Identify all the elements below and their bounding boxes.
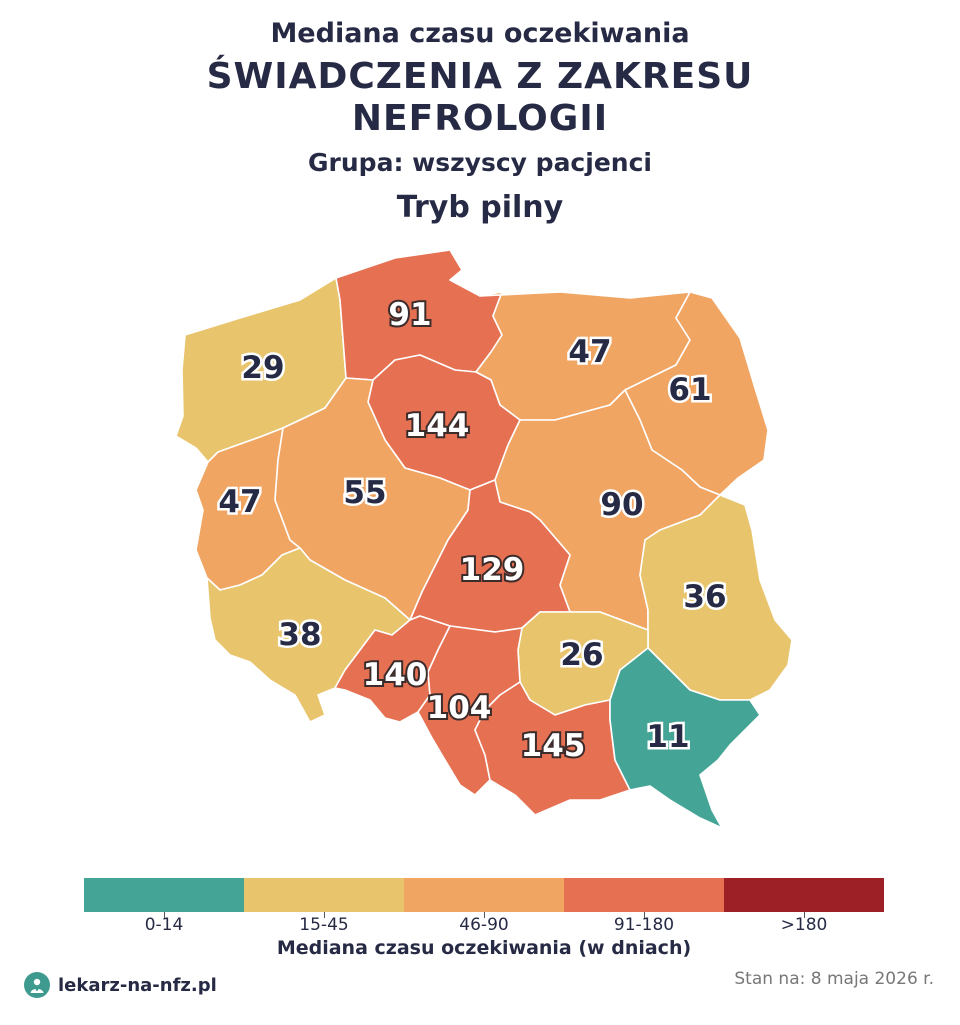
region-podkarpackie xyxy=(609,647,761,829)
legend-label-3: 91-180 xyxy=(613,915,675,935)
value-label-podkarpackie: 11 xyxy=(646,719,689,755)
value-label-podlaskie: 61 xyxy=(668,372,711,408)
group-subtitle: Grupa: wszyscy pacjenci xyxy=(308,148,652,177)
legend-swatch-3 xyxy=(564,878,724,912)
value-label-wielkopolskie: 55 xyxy=(343,475,386,511)
legend-ticks xyxy=(84,912,884,920)
title-main: ŚWIADCZENIA Z ZAKRESU NEFROLOGII xyxy=(0,56,960,140)
value-label-warminsko-mazurskie: 47 xyxy=(568,334,611,370)
brand[interactable]: lekarz-na-nfz.pl xyxy=(24,972,217,998)
legend-tick xyxy=(484,912,485,918)
value-label-dolnoslaskie: 38 xyxy=(278,617,321,653)
brand-name: lekarz-na-nfz.pl xyxy=(58,974,217,996)
legend-title: Mediana czasu oczekiwania (w dniach) xyxy=(276,937,692,959)
legend-label-2: 46-90 xyxy=(459,915,509,935)
legend-tick xyxy=(804,912,805,918)
legend-colorbar xyxy=(84,878,884,912)
legend-tick xyxy=(324,912,325,918)
map-regions xyxy=(175,249,793,829)
value-label-zachodniopomorskie: 29 xyxy=(241,350,284,386)
value-label-pomorskie: 91 xyxy=(388,297,431,333)
value-label-swietokrzyskie: 26 xyxy=(560,637,603,673)
value-label-lubuskie: 47 xyxy=(218,484,261,520)
legend-tick xyxy=(644,912,645,918)
legend-label-1: 15-45 xyxy=(299,915,349,935)
region-malopolskie xyxy=(474,681,631,816)
mode-subtitle: Tryb pilny xyxy=(396,190,564,225)
value-label-mazowieckie: 90 xyxy=(600,487,643,523)
value-label-kujawsko-pomorskie: 144 xyxy=(405,408,470,444)
title-line-2: ŚWIADCZENIA Z ZAKRESU xyxy=(206,56,754,97)
legend-label-4: >180 xyxy=(780,915,828,935)
title-line-3: NEFROLOGII xyxy=(351,98,609,139)
doctor-logo-icon xyxy=(24,972,50,998)
value-label-lubelskie: 36 xyxy=(683,579,726,615)
legend-swatch-0 xyxy=(84,878,244,912)
title-line-1: Mediana czasu oczekiwania xyxy=(270,18,690,49)
value-label-malopolskie: 145 xyxy=(521,728,586,764)
legend-label-0: 0-14 xyxy=(144,915,184,935)
legend-swatch-2 xyxy=(404,878,564,912)
value-label-slaskie: 104 xyxy=(427,690,492,726)
data-date: Stan na: 8 maja 2026 r. xyxy=(734,969,934,989)
value-label-lodzkie: 129 xyxy=(460,552,525,588)
value-label-opolskie: 140 xyxy=(363,657,428,693)
legend-swatch-4 xyxy=(724,878,884,912)
legend-tick xyxy=(164,912,165,918)
legend-swatch-1 xyxy=(244,878,404,912)
